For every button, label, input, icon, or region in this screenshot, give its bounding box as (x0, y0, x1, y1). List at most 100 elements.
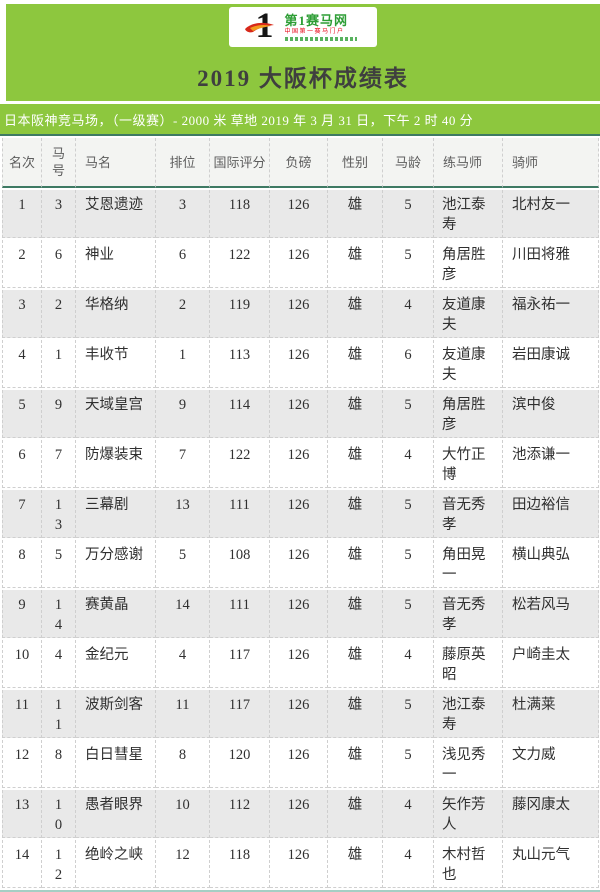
cell-horse-name: 波斯剑客 (76, 690, 156, 738)
cell-weight: 126 (270, 390, 328, 438)
cell-rank: 3 (2, 290, 42, 338)
cell-weight: 126 (270, 690, 328, 738)
table-row: 12 8 白日彗星 8 120 126 雄 5 浅见秀一 文力威 (2, 740, 599, 788)
cell-age: 5 (383, 240, 434, 288)
cell-sex: 雄 (328, 240, 383, 288)
col-header-rank: 名次 (2, 138, 42, 188)
cell-sex: 雄 (328, 490, 383, 538)
cell-draw: 2 (156, 290, 210, 338)
cell-trainer: 木村哲也 (434, 840, 503, 888)
cell-weight: 126 (270, 340, 328, 388)
cell-draw: 7 (156, 440, 210, 488)
cell-rank: 4 (2, 340, 42, 388)
cell-horse-no: 1 (42, 340, 76, 388)
cell-rank: 9 (2, 590, 42, 638)
cell-horse-no: 9 (42, 390, 76, 438)
header-row: 名次 马号 马名 排位 国际评分 负磅 性别 马龄 练马师 骑师 (2, 138, 599, 188)
cell-jockey: 川田将雅 (503, 240, 599, 288)
cell-age: 4 (383, 440, 434, 488)
cell-jockey: 池添谦一 (503, 440, 599, 488)
cell-age: 5 (383, 690, 434, 738)
logo-url-strip (284, 36, 357, 41)
col-header-draw: 排位 (156, 138, 210, 188)
col-header-jockey: 骑师 (503, 138, 599, 188)
cell-sex: 雄 (328, 590, 383, 638)
cell-horse-no: 11 (42, 690, 76, 738)
cell-draw: 3 (156, 190, 210, 238)
table-top-rule (0, 134, 600, 136)
cell-horse-name: 白日彗星 (76, 740, 156, 788)
cell-jockey: 北村友一 (503, 190, 599, 238)
cell-age: 5 (383, 590, 434, 638)
cell-draw: 13 (156, 490, 210, 538)
table-row: 2 6 神业 6 122 126 雄 5 角居胜彦 川田将雅 (2, 240, 599, 288)
cell-horse-no: 10 (42, 790, 76, 838)
cell-rank: 12 (2, 740, 42, 788)
cell-draw: 5 (156, 540, 210, 588)
cell-horse-no: 4 (42, 640, 76, 688)
cell-trainer: 角居胜彦 (434, 390, 503, 438)
cell-trainer: 音无秀孝 (434, 490, 503, 538)
cell-draw: 9 (156, 390, 210, 438)
cell-trainer: 矢作芳人 (434, 790, 503, 838)
cell-jockey: 藤冈康太 (503, 790, 599, 838)
cell-jockey: 户崎圭太 (503, 640, 599, 688)
cell-horse-name: 艾恩遗迹 (76, 190, 156, 238)
table-row: 13 10 愚者眼界 10 112 126 雄 4 矢作芳人 藤冈康太 (2, 790, 599, 838)
cell-horse-no: 3 (42, 190, 76, 238)
cell-intl-rating: 113 (210, 340, 270, 388)
cell-age: 4 (383, 790, 434, 838)
table-row: 10 4 金纪元 4 117 126 雄 4 藤原英昭 户崎圭太 (2, 640, 599, 688)
cell-intl-rating: 122 (210, 240, 270, 288)
cell-horse-no: 5 (42, 540, 76, 588)
cell-horse-name: 金纪元 (76, 640, 156, 688)
title-banner: 1 第1赛马网 中国第一赛马门户 2019 大阪杯成绩表 (6, 4, 600, 101)
cell-jockey: 丸山元气 (503, 840, 599, 888)
cell-intl-rating: 111 (210, 590, 270, 638)
cell-rank: 2 (2, 240, 42, 288)
cell-horse-name: 绝岭之峡 (76, 840, 156, 888)
table-row: 6 7 防爆装束 7 122 126 雄 4 大竹正博 池添谦一 (2, 440, 599, 488)
cell-age: 4 (383, 640, 434, 688)
logo-tagline: 中国第一赛马门户 (284, 28, 345, 35)
table-row: 7 13 三幕剧 13 111 126 雄 5 音无秀孝 田边裕信 (2, 490, 599, 538)
cell-age: 6 (383, 340, 434, 388)
cell-horse-name: 赛黄晶 (76, 590, 156, 638)
cell-rank: 7 (2, 490, 42, 538)
cell-trainer: 友道康夫 (434, 340, 503, 388)
cell-sex: 雄 (328, 640, 383, 688)
cell-trainer: 角居胜彦 (434, 240, 503, 288)
cell-horse-name: 三幕剧 (76, 490, 156, 538)
cell-trainer: 音无秀孝 (434, 590, 503, 638)
cell-age: 5 (383, 390, 434, 438)
logo-text: 第1赛马网 中国第一赛马门户 (284, 14, 357, 41)
table-row: 3 2 华格纳 2 119 126 雄 4 友道康夫 福永祐一 (2, 290, 599, 338)
cell-sex: 雄 (328, 690, 383, 738)
cell-intl-rating: 111 (210, 490, 270, 538)
cell-horse-no: 13 (42, 490, 76, 538)
cell-draw: 8 (156, 740, 210, 788)
cell-sex: 雄 (328, 440, 383, 488)
cell-horse-name: 万分感谢 (76, 540, 156, 588)
number-1-flame-icon: 1 (244, 7, 280, 44)
race-info-bar: 日本阪神竞马场，（一级赛）- 2000 米 草地 2019 年 3 月 31 日… (0, 104, 600, 134)
cell-age: 4 (383, 840, 434, 888)
cell-rank: 10 (2, 640, 42, 688)
cell-draw: 10 (156, 790, 210, 838)
cell-horse-name: 丰收节 (76, 340, 156, 388)
table-row: 5 9 天域皇宫 9 114 126 雄 5 角居胜彦 滨中俊 (2, 390, 599, 438)
cell-weight: 126 (270, 790, 328, 838)
cell-rank: 11 (2, 690, 42, 738)
col-header-horse-name: 马名 (76, 138, 156, 188)
cell-trainer: 友道康夫 (434, 290, 503, 338)
cell-draw: 6 (156, 240, 210, 288)
cell-rank: 13 (2, 790, 42, 838)
cell-draw: 14 (156, 590, 210, 638)
cell-draw: 4 (156, 640, 210, 688)
table-row: 11 11 波斯剑客 11 117 126 雄 5 池江泰寿 杜满莱 (2, 690, 599, 738)
cell-weight: 126 (270, 240, 328, 288)
cell-sex: 雄 (328, 840, 383, 888)
cell-jockey: 横山典弘 (503, 540, 599, 588)
cell-trainer: 大竹正博 (434, 440, 503, 488)
site-logo[interactable]: 1 第1赛马网 中国第一赛马门户 (229, 7, 377, 47)
